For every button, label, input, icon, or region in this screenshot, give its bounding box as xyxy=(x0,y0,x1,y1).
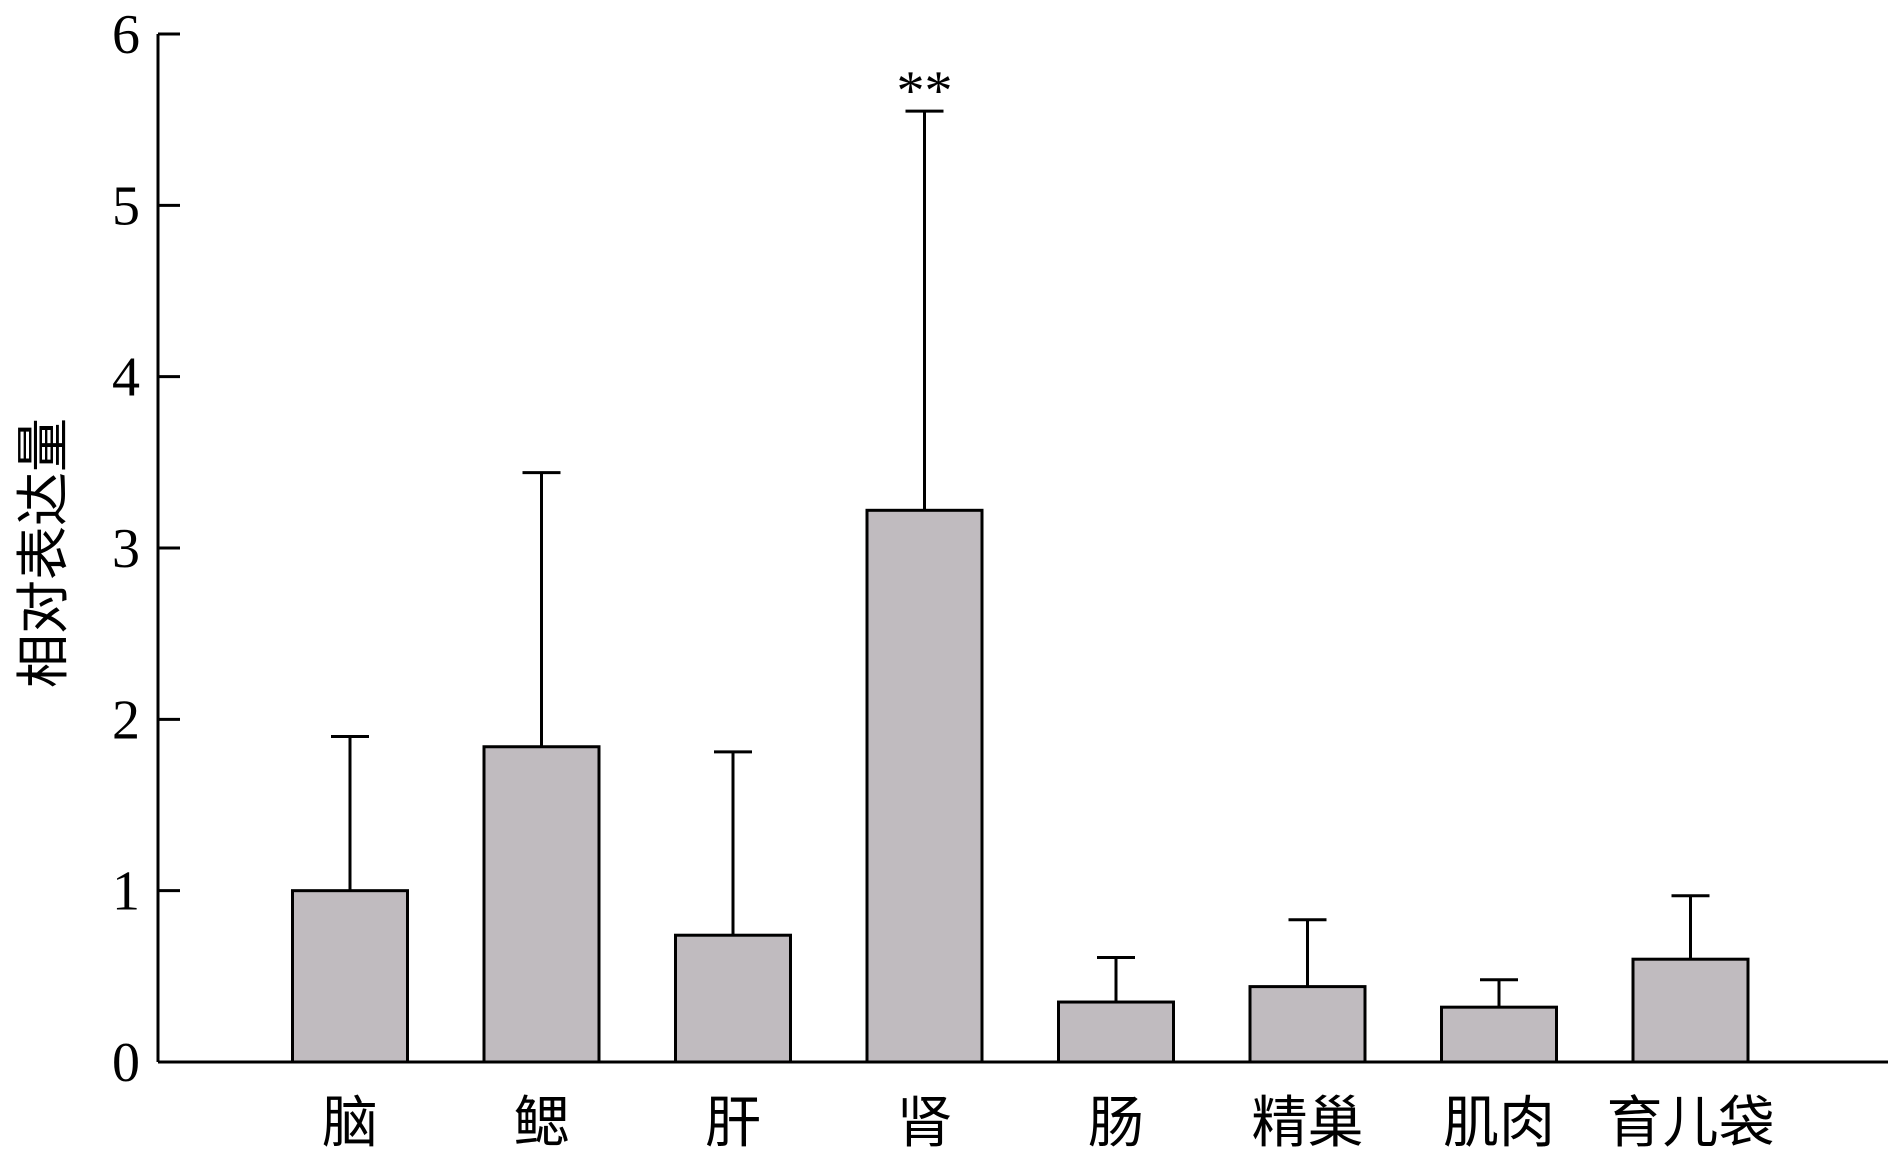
y-tick-label: 0 xyxy=(112,1032,140,1094)
x-axis: 脑 鳃 肝 肾 肠 精巢 肌肉 育儿袋 xyxy=(158,1060,1888,1156)
x-tick-label: 育儿袋 xyxy=(1607,1091,1775,1156)
y-tick-label: 6 xyxy=(112,4,140,66)
bar xyxy=(865,508,984,1064)
x-tick-label: 脑 xyxy=(322,1091,378,1156)
y-tick-label: 3 xyxy=(112,518,140,580)
y-tick-label: 4 xyxy=(112,347,140,409)
y-tick-label: 1 xyxy=(112,861,140,923)
x-tick-label: 鳃 xyxy=(514,1091,570,1156)
y-tick-label: 2 xyxy=(112,689,140,751)
bar xyxy=(1631,957,1750,1064)
bar xyxy=(1248,985,1367,1064)
bar xyxy=(1440,1005,1558,1064)
x-tick-label: 精巢 xyxy=(1252,1091,1364,1156)
y-axis: 0 1 2 3 4 5 6 xyxy=(112,4,180,1094)
x-tick-label: 肠 xyxy=(1088,1091,1144,1156)
bars: ** xyxy=(291,60,1750,1064)
significance-marker: ** xyxy=(897,60,953,122)
x-tick-label: 肝 xyxy=(705,1091,761,1156)
y-axis-label: 相对表达量 xyxy=(12,418,75,688)
x-tick-label: 肾 xyxy=(897,1091,953,1156)
bar xyxy=(674,933,792,1064)
bar xyxy=(1057,1000,1175,1064)
bar xyxy=(291,889,409,1064)
x-tick-label: 肌肉 xyxy=(1443,1091,1555,1156)
y-tick-label: 5 xyxy=(112,175,140,237)
bar xyxy=(482,745,601,1064)
